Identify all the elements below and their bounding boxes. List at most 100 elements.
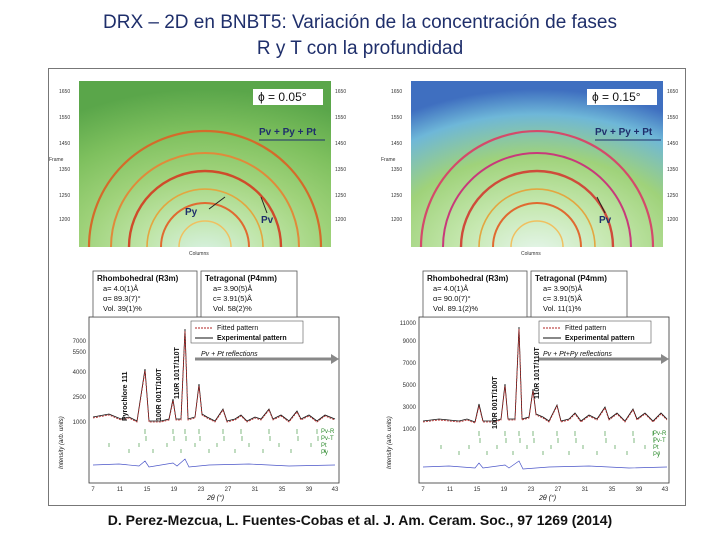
left-detector-axis: 1650 1550 1450 1350 1250 1200 1650 1550 1450 1… bbox=[59, 89, 346, 223]
right-ring-label-pv: Pv bbox=[599, 215, 612, 226]
right-y-tick-4: 9000 bbox=[403, 339, 417, 345]
right-x-tick-4: 23 bbox=[528, 487, 535, 493]
left-phase-2: Pt bbox=[321, 443, 327, 449]
right-phi-label: ϕ = 0.15° bbox=[592, 90, 641, 104]
figure-panel: 1650 1550 1450 1350 1250 1200 1650 1550 1450 1… bbox=[48, 68, 686, 506]
svg-text:1550: 1550 bbox=[391, 115, 402, 121]
left-phi-label: ϕ = 0.05° bbox=[258, 90, 307, 104]
left-ring-label-py: Py bbox=[185, 207, 198, 218]
svg-text:1450: 1450 bbox=[391, 141, 402, 147]
right-rhombo-title: Rhombohedral (R3m) bbox=[427, 274, 509, 283]
right-columns-label: Columns bbox=[521, 251, 541, 257]
right-y-label: Intensity (arb. units) bbox=[387, 416, 393, 469]
svg-text:1550: 1550 bbox=[59, 115, 70, 121]
right-x-tick-8: 39 bbox=[636, 487, 643, 493]
right-x-tick-2: 15 bbox=[474, 487, 481, 493]
left-difference-curve bbox=[92, 458, 336, 468]
left-reflections: Pv + Pt reflections bbox=[201, 351, 258, 358]
right-y-tick-2: 5000 bbox=[403, 383, 417, 389]
left-tetra-a: a= 3.90(5)Å bbox=[213, 284, 252, 293]
svg-text:1250: 1250 bbox=[391, 193, 402, 199]
svg-text:1650: 1650 bbox=[335, 89, 346, 95]
right-peak-110: 110R 101T/110T bbox=[534, 347, 541, 399]
citation: D. Perez-Mezcua, L. Fuentes-Cobas et al.… bbox=[107, 512, 613, 528]
left-y-tick-4: 7000 bbox=[73, 339, 87, 345]
left-rhombo-vol: Vol. 39(1)% bbox=[103, 304, 142, 313]
right-y-ticks: 1000 3000 5000 7000 9000 11000 bbox=[400, 321, 417, 433]
svg-text:1350: 1350 bbox=[59, 167, 70, 173]
right-x-tick-6: 31 bbox=[582, 487, 589, 493]
right-rhombo-alpha: α= 90.0(7)° bbox=[433, 294, 471, 303]
left-legend-fitted: Fitted pattern bbox=[217, 325, 258, 332]
right-reflections: Pv + Pt+Py reflections bbox=[543, 351, 612, 358]
left-phase-0: Pv-R bbox=[321, 429, 335, 435]
svg-text:1450: 1450 bbox=[667, 141, 678, 147]
svg-text:1350: 1350 bbox=[335, 167, 346, 173]
right-xrd-plot: Rhombohedral (R3m) a= 4.0(1)Å α= 90.0(7)… bbox=[387, 270, 670, 502]
left-x-tick-8: 39 bbox=[306, 487, 313, 493]
figure-svg: 1650 1550 1450 1350 1250 1200 1650 1550 1450 1… bbox=[49, 81, 678, 502]
left-y-tick-0: 1000 bbox=[73, 420, 87, 426]
right-plot-frame bbox=[418, 316, 670, 484]
left-phase-1: Pv-T bbox=[321, 436, 334, 442]
svg-text:1650: 1650 bbox=[391, 89, 402, 95]
left-x-tick-3: 19 bbox=[171, 487, 178, 493]
right-x-ticks: 7 11 15 19 23 27 31 35 39 43 bbox=[421, 487, 669, 493]
right-detector-axis: 1650 1550 1450 1350 1250 1200 1650 1550 1450 1… bbox=[391, 89, 678, 223]
right-peak-100: 100R 001T/100T bbox=[492, 376, 499, 429]
left-columns-label: Columns bbox=[189, 251, 209, 257]
svg-text:1250: 1250 bbox=[335, 193, 346, 199]
left-phase-labels: Pv-R Pv-T Pt Py bbox=[321, 429, 335, 456]
title-line-2: R y T con la profundidad bbox=[256, 38, 464, 59]
left-plot-frame bbox=[88, 316, 340, 484]
left-rhombo-box bbox=[92, 270, 198, 318]
right-phase-labels: Pv-R Pv-T Pt Py bbox=[653, 431, 667, 458]
left-y-ticks: 1000 2500 4000 5500 7000 bbox=[73, 339, 87, 426]
right-tetra-vol: Vol. 11(1)% bbox=[543, 304, 582, 313]
svg-text:1450: 1450 bbox=[59, 141, 70, 147]
right-phase-1: Pv-T bbox=[653, 438, 666, 444]
left-x-tick-6: 31 bbox=[252, 487, 259, 493]
left-x-tick-9: 43 bbox=[332, 487, 339, 493]
right-rhombo-vol: Vol. 89.1(2)% bbox=[433, 304, 478, 313]
left-rhombo-a: a= 4.0(1)Å bbox=[103, 284, 138, 293]
right-tetra-box bbox=[530, 270, 628, 318]
left-x-tick-1: 11 bbox=[117, 487, 124, 493]
right-x-tick-7: 35 bbox=[609, 487, 616, 493]
svg-text:1450: 1450 bbox=[335, 141, 346, 147]
left-rhombo-alpha: α= 89.3(7)° bbox=[103, 294, 141, 303]
title-line-1: DRX – 2D en BNBT5: Variación de la conce… bbox=[103, 12, 617, 33]
left-xrd-plot: Rhombohedral (R3m) a= 4.0(1)Å α= 89.3(7)… bbox=[59, 270, 340, 502]
svg-text:1200: 1200 bbox=[59, 217, 70, 223]
svg-text:1350: 1350 bbox=[667, 167, 678, 173]
right-x-tick-0: 7 bbox=[421, 487, 425, 493]
right-y-tick-0: 1000 bbox=[403, 427, 417, 433]
left-fitted-pattern bbox=[92, 330, 336, 423]
left-peak-110: 110R 101T/110T bbox=[174, 347, 181, 399]
slide-title: DRX – 2D en BNBT5: Variación de la conce… bbox=[0, 10, 720, 62]
right-diffraction-rings bbox=[419, 129, 655, 248]
left-x-tick-5: 27 bbox=[225, 487, 232, 493]
left-rhombo-title: Rhombohedral (R3m) bbox=[97, 274, 179, 283]
right-rhombo-box bbox=[422, 270, 528, 318]
left-y-tick-3: 5500 bbox=[73, 350, 87, 356]
left-legend bbox=[190, 320, 304, 344]
right-phase-2: Pt bbox=[653, 445, 659, 451]
left-diffraction-rings bbox=[87, 129, 323, 248]
left-phi-box bbox=[253, 89, 323, 105]
svg-text:1650: 1650 bbox=[59, 89, 70, 95]
svg-text:1250: 1250 bbox=[59, 193, 70, 199]
right-x-tick-9: 43 bbox=[662, 487, 669, 493]
left-ring-label-pv: Pv bbox=[261, 215, 274, 226]
right-detector-bg bbox=[411, 81, 663, 247]
left-detector-bg bbox=[79, 81, 331, 247]
right-detector-image: 1650 1550 1450 1350 1250 1200 1650 1550 1450 1… bbox=[381, 81, 678, 257]
right-x-tick-5: 27 bbox=[555, 487, 562, 493]
left-phase-3: Py bbox=[321, 450, 328, 456]
right-difference-curve bbox=[422, 460, 668, 470]
svg-text:1550: 1550 bbox=[335, 115, 346, 121]
left-y-label: Intensity (arb. units) bbox=[59, 416, 65, 469]
svg-text:1350: 1350 bbox=[391, 167, 402, 173]
right-y-tick-3: 7000 bbox=[403, 361, 417, 367]
svg-text:1650: 1650 bbox=[667, 89, 678, 95]
